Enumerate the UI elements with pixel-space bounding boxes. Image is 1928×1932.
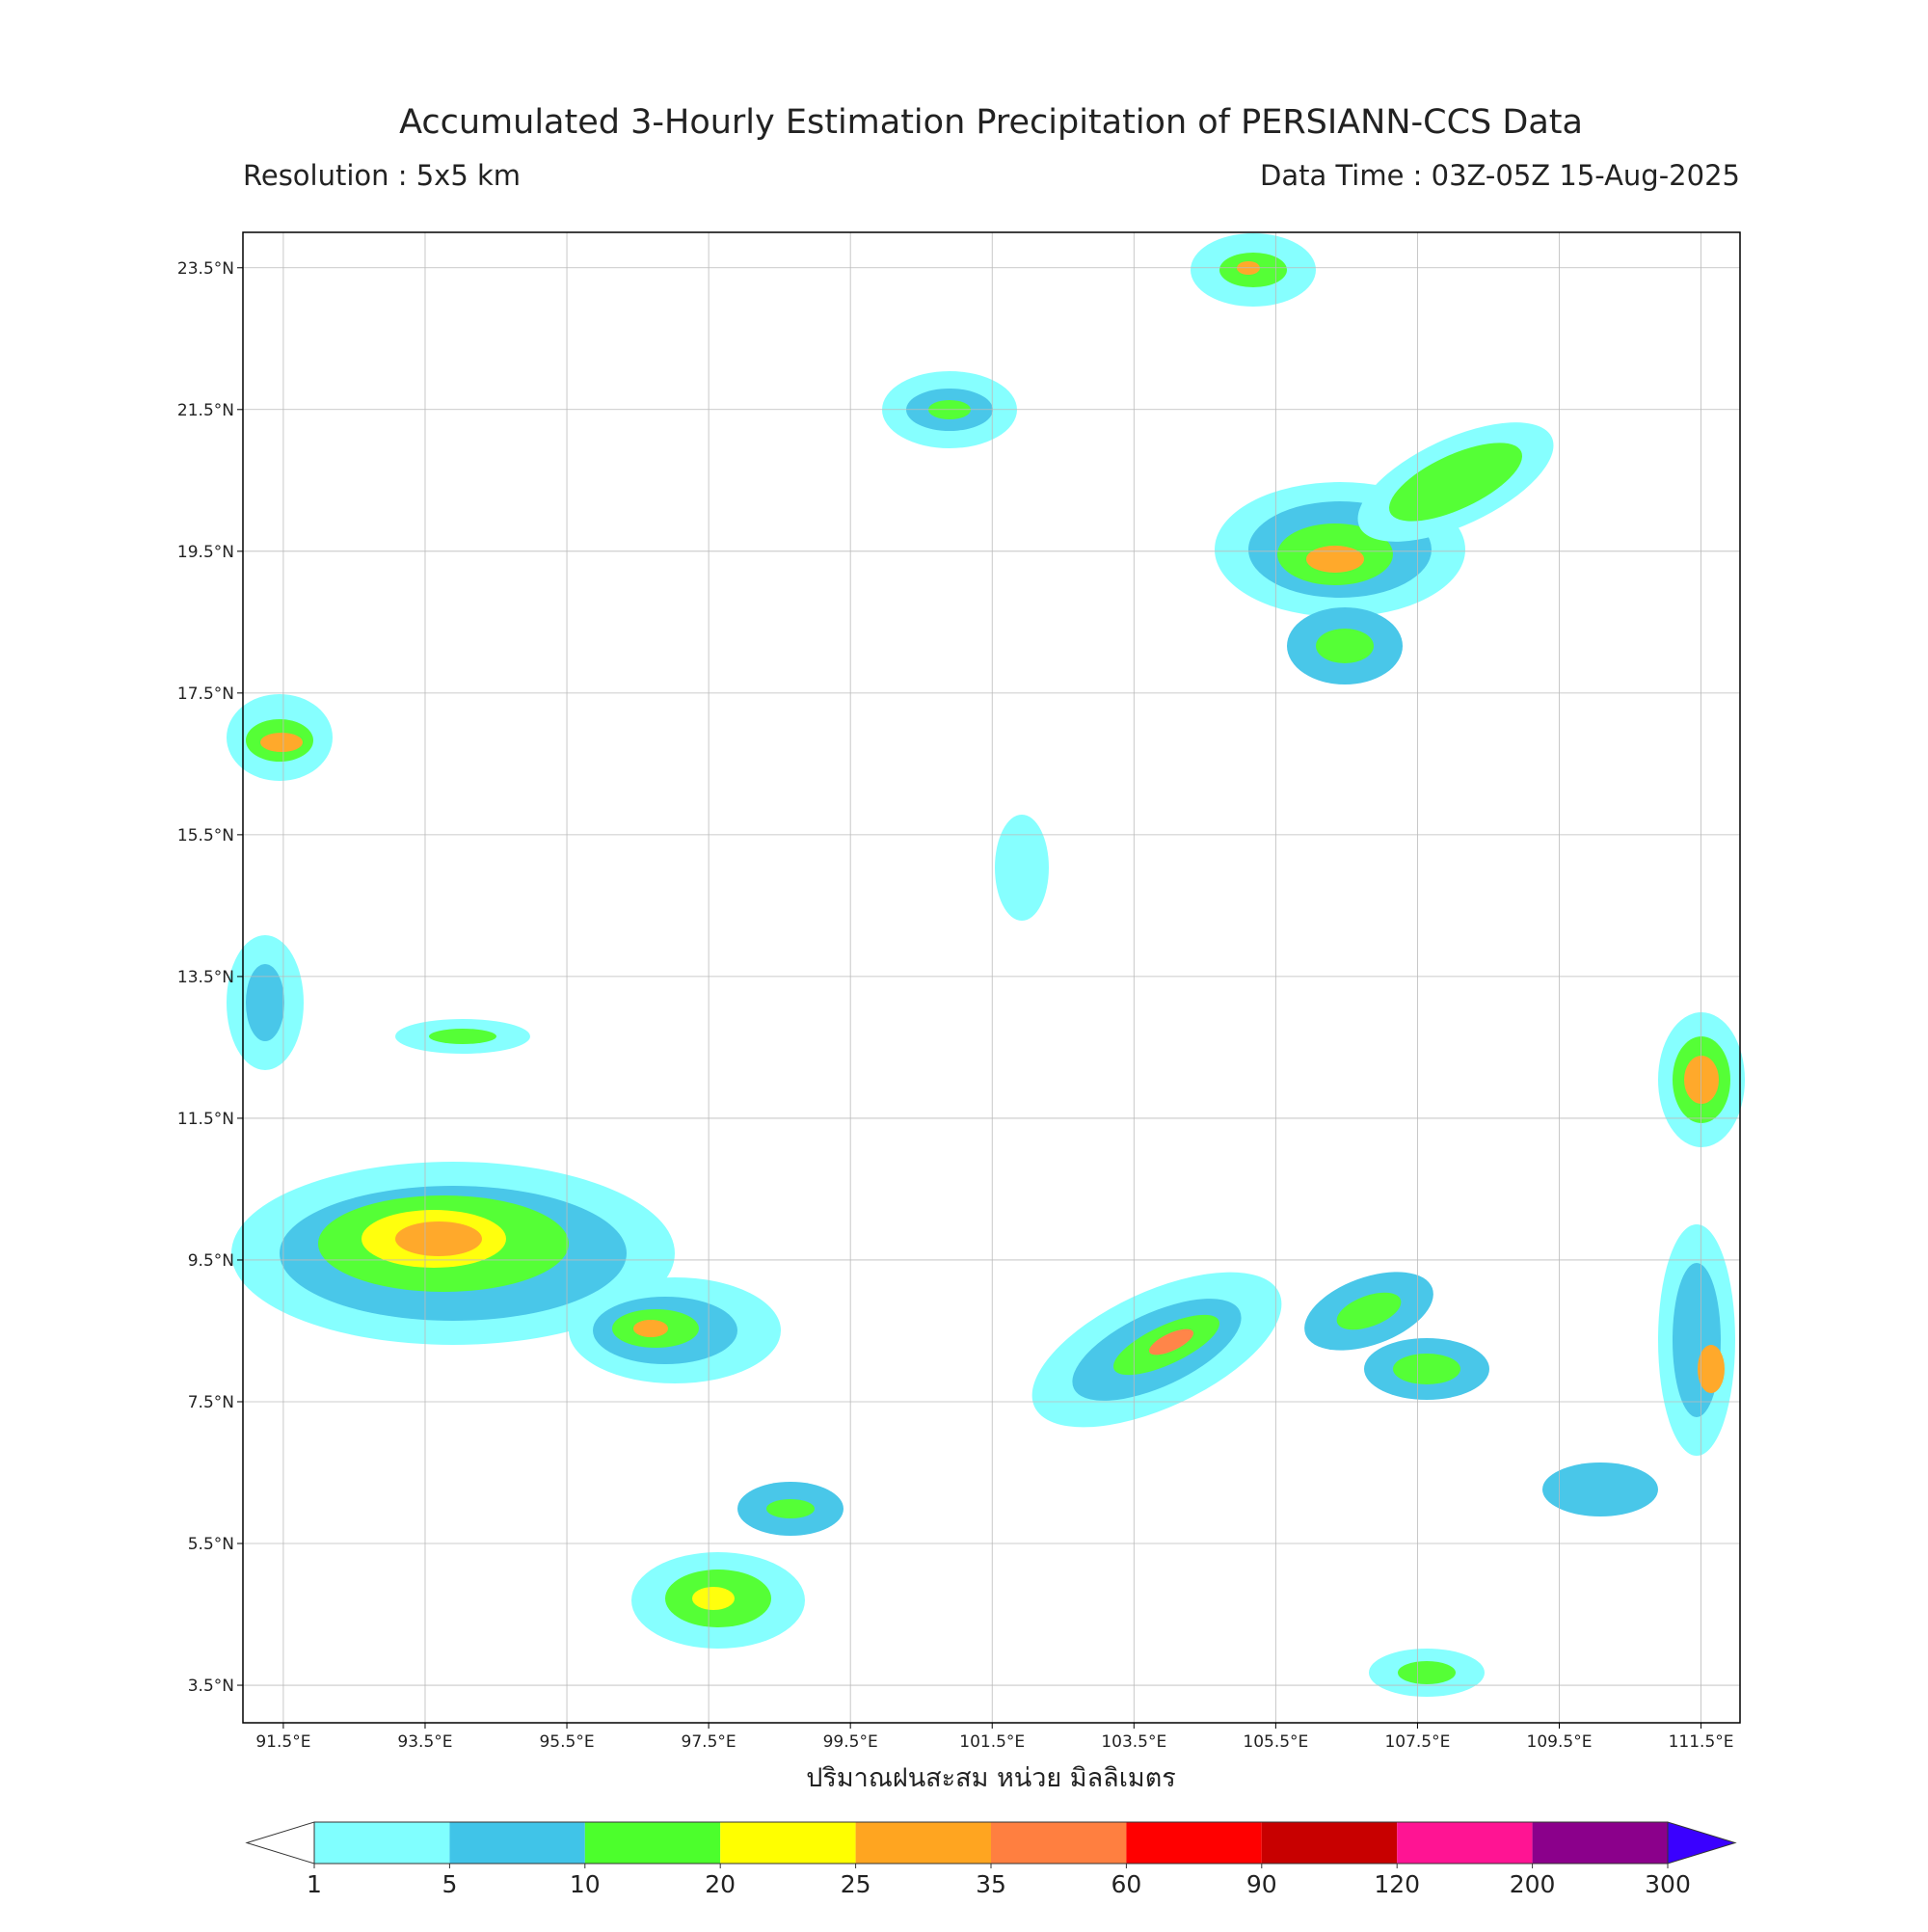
colorbar-label: 120 [1374,1870,1420,1898]
y-tick-label: 21.5°N [177,401,234,420]
colorbar-bin [314,1822,450,1864]
y-tick-label: 5.5°N [188,1535,234,1554]
y-tick-label: 17.5°N [177,684,234,704]
x-tick-label: 101.5°E [959,1732,1025,1752]
x-tick-label: 107.5°E [1384,1732,1450,1752]
colorbar-bin [584,1822,721,1864]
colorbar-label: 35 [976,1870,1006,1898]
x-tick-label: 99.5°E [823,1732,878,1752]
colorbar-label: 60 [1111,1870,1141,1898]
y-tick-label: 23.5°N [177,259,234,279]
data-time: Data Time : 03Z-05Z 15-Aug-2025 [1260,159,1740,192]
y-tick-label: 15.5°N [177,826,234,845]
x-tick-label: 103.5°E [1101,1732,1166,1752]
x-axis-label: ปริมาณฝนสะสม หน่วย มิลลิเมตร [806,1763,1176,1793]
x-tick-label: 105.5°E [1243,1732,1308,1752]
y-tick-label: 7.5°N [188,1393,234,1412]
colorbar-label: 25 [841,1870,871,1898]
y-tick-label: 13.5°N [177,968,234,987]
x-tick-label: 91.5°E [255,1732,310,1752]
colorbar-label: 5 [442,1870,457,1898]
x-tick-label: 97.5°E [682,1732,736,1752]
map-frame [242,231,1741,1724]
colorbar-bin [1261,1822,1398,1864]
y-tick-label: 3.5°N [188,1677,234,1696]
x-tick-label: 109.5°E [1527,1732,1593,1752]
title: Accumulated 3-Hourly Estimation Precipit… [399,103,1583,142]
y-tick-label: 19.5°N [177,543,234,562]
colorbar-label: 300 [1645,1870,1691,1898]
colorbar-label: 20 [705,1870,736,1898]
y-tick-label: 11.5°N [177,1110,234,1129]
colorbar-label: 200 [1510,1870,1556,1898]
colorbar-over [1667,1821,1737,1865]
x-tick-label: 111.5°E [1669,1732,1734,1752]
colorbar-label: 10 [570,1870,601,1898]
colorbar-bin [1126,1822,1262,1864]
y-tick-label: 9.5°N [188,1251,234,1271]
colorbar-bin [855,1822,991,1864]
x-tick-label: 93.5°E [397,1732,452,1752]
colorbar-under [245,1821,315,1865]
colorbar-bin [1397,1822,1533,1864]
x-tick-label: 95.5°E [539,1732,594,1752]
precipitation-field [227,233,1745,1697]
colorbar-label: 1 [307,1870,322,1898]
graticule: 91.5°E 93.5°E 95.5°E 97.5°E 99.5°E 101.5°E 103… [177,232,1740,1752]
colorbar-bin [991,1822,1127,1864]
resolution: Resolution : 5x5 km [243,159,521,192]
colorbar-label: 90 [1246,1870,1277,1898]
colorbar-bin [720,1822,856,1864]
colorbar-bin [1532,1822,1668,1864]
colorbar-bin [449,1822,585,1864]
colorbar: 1 5 10 20 25 35 60 90 120 200 300 [245,1821,1737,1898]
